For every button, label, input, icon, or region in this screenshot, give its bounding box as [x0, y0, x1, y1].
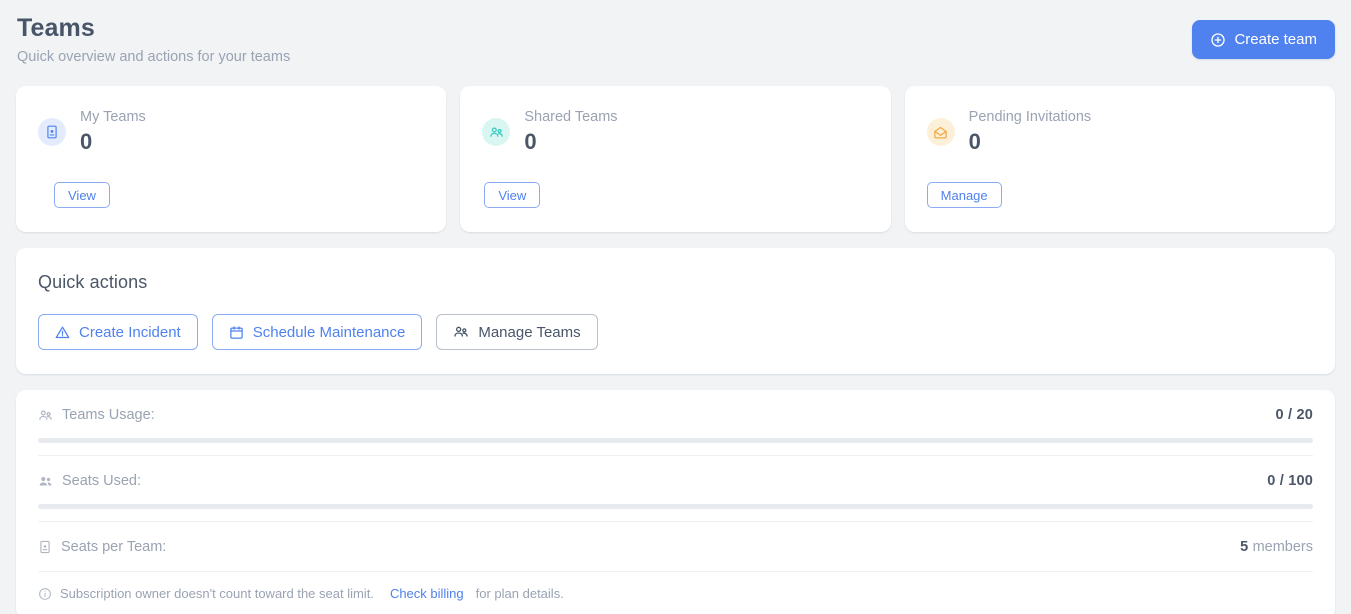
stat-card-value: 0 [524, 129, 537, 154]
stat-card-top: Pending Invitations 0 [926, 108, 1313, 156]
stat-card-shared-teams: Shared Teams 0 View [460, 86, 891, 232]
usage-row-head: Seats Used: 0 / 100 [38, 471, 1313, 491]
create-incident-button[interactable]: Create Incident [38, 314, 198, 350]
usage-row-head: Teams Usage: 0 / 20 [38, 405, 1313, 425]
users-solid-icon [38, 474, 53, 489]
seats-usage-progress-bar [38, 504, 1313, 509]
stat-card-top: Shared Teams 0 [482, 108, 868, 156]
usage-label-text: Seats Used: [62, 473, 141, 489]
check-billing-link[interactable]: Check billing [389, 586, 464, 601]
open-envelope-icon [926, 118, 955, 146]
stat-card-text: Shared Teams 0 [524, 108, 617, 156]
quick-actions-buttons: Create Incident Schedule Maintenance [38, 314, 1313, 350]
stat-card-action: View [54, 182, 110, 208]
teams-usage-progress-bar [38, 438, 1313, 443]
stat-card-value: 0 [80, 129, 93, 154]
stat-card-action: View [484, 182, 541, 208]
usage-label-text: Teams Usage: [62, 407, 155, 423]
usage-label: Seats per Team: [38, 537, 166, 557]
view-shared-teams-button[interactable]: View [484, 182, 541, 208]
seats-per-team-number: 5 [1240, 539, 1249, 555]
users-icon [453, 324, 469, 340]
create-team-button[interactable]: Create team [1192, 20, 1335, 59]
id-badge-icon [38, 118, 66, 146]
create-team-label: Create team [1234, 31, 1317, 48]
usage-note-text: Subscription owner doesn't count toward … [60, 586, 374, 601]
quick-actions-panel: Quick actions Create Incident [16, 248, 1335, 374]
usage-label: Seats Used: [38, 471, 141, 491]
usage-note: Subscription owner doesn't count toward … [38, 571, 1313, 614]
usage-label: Teams Usage: [38, 405, 155, 425]
usage-value: 0 / 100 [1267, 473, 1313, 489]
plus-circle-icon [1210, 32, 1226, 48]
stat-card-text: Pending Invitations 0 [969, 108, 1092, 156]
quick-actions-title: Quick actions [38, 272, 148, 292]
stat-card-label: My Teams [80, 109, 146, 125]
page-subtitle: Quick overview and actions for your team… [17, 49, 291, 65]
stat-card-label: Pending Invitations [968, 109, 1092, 125]
usage-value: 0 / 20 [1275, 407, 1313, 423]
page-header-text: Teams Quick overview and actions for you… [16, 12, 290, 68]
page-title: Teams [17, 14, 95, 42]
usage-panel: Teams Usage: 0 / 20 [16, 390, 1335, 614]
usage-row-seats: Seats Used: 0 / 100 [38, 455, 1313, 509]
seats-per-team-unit: members [1252, 539, 1313, 555]
warning-triangle-icon [55, 325, 70, 340]
schedule-maintenance-label: Schedule Maintenance [252, 323, 406, 341]
users-outline-icon [38, 408, 53, 423]
stat-card-label: Shared Teams [524, 109, 618, 125]
stat-card-top: My Teams 0 [38, 108, 424, 156]
view-my-teams-button[interactable]: View [54, 182, 110, 208]
stat-cards: My Teams 0 View Sh [16, 86, 1335, 232]
seats-per-team-value: 5 members [1240, 539, 1313, 555]
users-icon [482, 118, 511, 146]
stat-card-action: Manage [926, 182, 1002, 208]
info-circle-icon [38, 587, 52, 601]
usage-label-text: Seats per Team: [61, 539, 167, 555]
usage-row-head: Seats per Team: 5 members [38, 537, 1313, 557]
manage-teams-label: Manage Teams [478, 323, 581, 341]
usage-row-teams: Teams Usage: 0 / 20 [38, 390, 1313, 443]
manage-invitations-button[interactable]: Manage [926, 182, 1002, 208]
stat-card-my-teams: My Teams 0 View [16, 86, 447, 232]
calendar-icon [229, 325, 244, 340]
stat-card-pending-invitations: Pending Invitations 0 Manage [904, 86, 1335, 232]
stat-card-text: My Teams 0 [80, 108, 146, 156]
stat-card-value: 0 [968, 129, 981, 154]
id-badge-icon [38, 540, 52, 554]
usage-row-seats-per-team: Seats per Team: 5 members [38, 521, 1313, 571]
usage-note-text-after: for plan details. [475, 586, 564, 601]
create-incident-label: Create Incident [79, 323, 181, 341]
page-header: Teams Quick overview and actions for you… [16, 0, 1335, 74]
schedule-maintenance-button[interactable]: Schedule Maintenance [211, 314, 423, 350]
manage-teams-button[interactable]: Manage Teams [436, 314, 598, 350]
